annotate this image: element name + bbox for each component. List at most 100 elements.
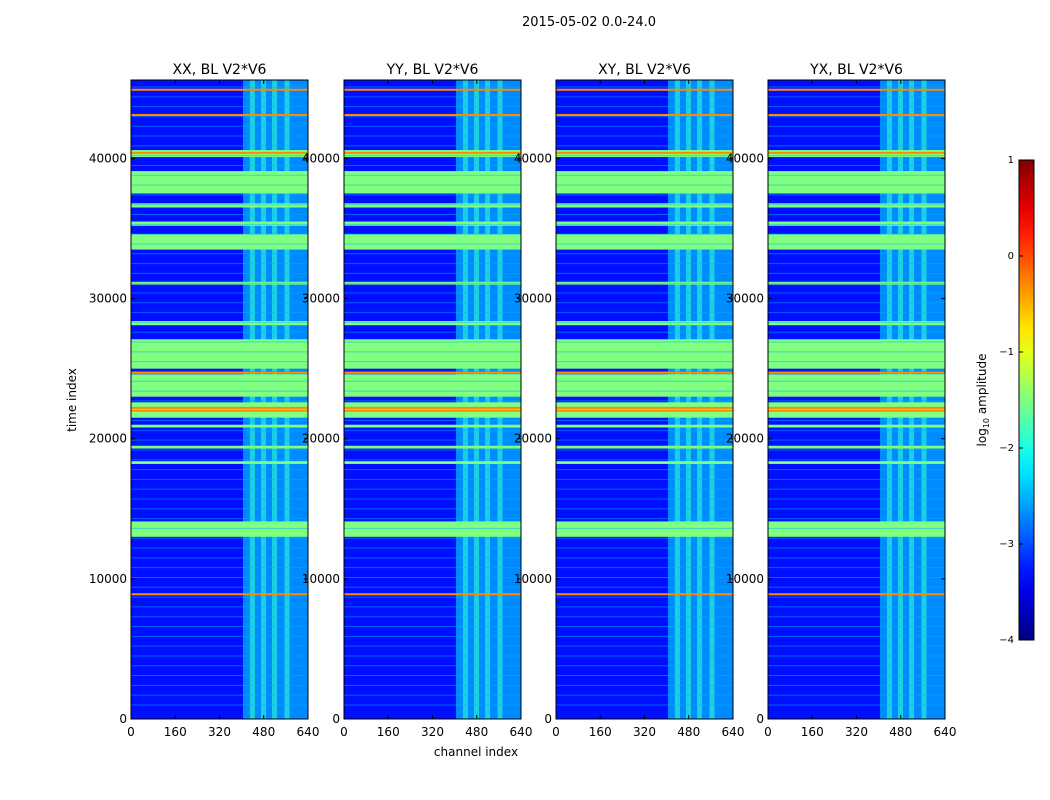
x-tick-label: 480	[677, 725, 700, 739]
y-tick-label: 0	[756, 712, 764, 726]
y-tick-label: 20000	[302, 432, 340, 446]
y-tick-label: 30000	[726, 292, 764, 306]
flagged-time-band	[556, 445, 733, 449]
panels: XX, BL V2*V6 0 160 320 480 640 0 10000 20000 3000…	[89, 62, 957, 739]
y-tick-label: 0	[544, 712, 552, 726]
x-tick-label: 480	[465, 725, 488, 739]
rfi-channel-column	[897, 80, 903, 719]
colorbar-tick-label: 0	[1008, 251, 1014, 262]
x-tick-label: 160	[377, 725, 400, 739]
flagged-time-band	[768, 171, 945, 194]
flagged-time-band	[556, 521, 733, 537]
x-tick-label: 160	[164, 725, 187, 739]
flagged-time-band	[768, 321, 945, 326]
flagged-time-band	[556, 234, 733, 250]
rfi-channel-column	[260, 80, 266, 719]
x-axis-label: channel index	[434, 745, 518, 759]
colorbar-label-tail: amplitude	[975, 354, 989, 418]
flagged-time-band	[344, 374, 521, 397]
y-tick-label: 40000	[89, 151, 127, 165]
panel-title: YY, BL V2*V6	[386, 62, 479, 78]
colorbar-bar	[1018, 159, 1035, 641]
rfi-channel-column	[685, 80, 691, 719]
y-tick-label: 20000	[726, 432, 764, 446]
flagged-time-band	[768, 339, 945, 369]
flagged-time-band	[768, 221, 945, 226]
y-tick-label: 20000	[89, 432, 127, 446]
y-tick-label: 0	[119, 712, 127, 726]
colorbar-tick-label: −3	[999, 539, 1014, 550]
flagged-time-band	[768, 461, 945, 464]
rfi-channel-column	[485, 80, 491, 719]
x-tick-label: 0	[552, 725, 560, 739]
colorbar-tick-label: −4	[999, 635, 1014, 646]
flagged-time-band	[131, 234, 308, 250]
flagged-time-band	[768, 424, 945, 428]
x-tick-label: 640	[934, 725, 957, 739]
y-tick-label: 40000	[726, 151, 764, 165]
x-tick-label: 320	[633, 725, 656, 739]
flagged-time-band	[131, 374, 308, 397]
x-tick-label: 480	[889, 725, 912, 739]
flagged-time-band	[344, 321, 521, 326]
flagged-time-band	[344, 234, 521, 250]
flagged-time-band	[131, 521, 308, 537]
rfi-channel-column	[921, 80, 927, 719]
flagged-time-band	[344, 424, 521, 428]
x-tick-label: 640	[297, 725, 320, 739]
panel-3: YX, BL V2*V6 0 160 320 480 640 0 10000 20000 3000…	[726, 62, 957, 739]
flagged-time-band	[131, 339, 308, 369]
panel-2: XY, BL V2*V6 0 160 320 480 640 0 10000 20000 3000…	[514, 62, 745, 739]
y-tick-label: 30000	[89, 292, 127, 306]
flagged-time-band	[344, 521, 521, 537]
colorbar-label: log10 amplitude	[975, 354, 991, 447]
flagged-time-band	[131, 321, 308, 326]
flagged-time-band	[131, 221, 308, 226]
flagged-time-band	[556, 321, 733, 326]
x-tick-label: 0	[127, 725, 135, 739]
rfi-channel-column	[674, 80, 680, 719]
flagged-time-band	[768, 374, 945, 397]
rfi-channel-column	[697, 80, 703, 719]
flagged-time-band	[556, 339, 733, 369]
x-tick-label: 0	[764, 725, 772, 739]
x-tick-label: 0	[340, 725, 348, 739]
flagged-time-band	[768, 234, 945, 250]
x-tick-label: 320	[208, 725, 231, 739]
rfi-channel-column	[497, 80, 503, 719]
flagged-time-band	[768, 445, 945, 449]
flagged-time-band	[344, 171, 521, 194]
x-tick-label: 160	[589, 725, 612, 739]
y-tick-label: 30000	[302, 292, 340, 306]
flagged-time-band	[556, 374, 733, 397]
x-tick-label: 320	[421, 725, 444, 739]
y-tick-label: 40000	[302, 151, 340, 165]
flagged-time-band	[768, 521, 945, 537]
panel-1: YY, BL V2*V6 0 160 320 480 640 0 10000 20000 3000…	[302, 62, 533, 739]
rfi-channel-column	[284, 80, 290, 719]
flagged-time-band	[344, 221, 521, 226]
flagged-time-band	[131, 203, 308, 208]
rfi-channel-column	[462, 80, 468, 719]
colorbar-label-sub: 10	[982, 418, 991, 428]
panel-title: XX, BL V2*V6	[173, 62, 267, 78]
x-tick-label: 640	[510, 725, 533, 739]
panel-0: XX, BL V2*V6 0 160 320 480 640 0 10000 20000 3000…	[89, 62, 320, 739]
flagged-time-band	[556, 171, 733, 194]
flagged-time-band	[131, 171, 308, 194]
y-tick-label: 10000	[302, 572, 340, 586]
y-tick-label: 40000	[514, 151, 552, 165]
colorbar-tick-label: 1	[1008, 155, 1014, 166]
rfi-channel-column	[249, 80, 255, 719]
flagged-time-band	[344, 445, 521, 449]
flagged-time-band	[344, 339, 521, 369]
panel-title: YX, BL V2*V6	[809, 62, 903, 78]
flagged-time-band	[344, 461, 521, 464]
rfi-channel-column	[272, 80, 278, 719]
x-tick-label: 320	[845, 725, 868, 739]
figure-suptitle: 2015-05-02 0.0-24.0	[522, 15, 656, 30]
panel-title: XY, BL V2*V6	[598, 62, 691, 78]
x-tick-label: 160	[801, 725, 824, 739]
